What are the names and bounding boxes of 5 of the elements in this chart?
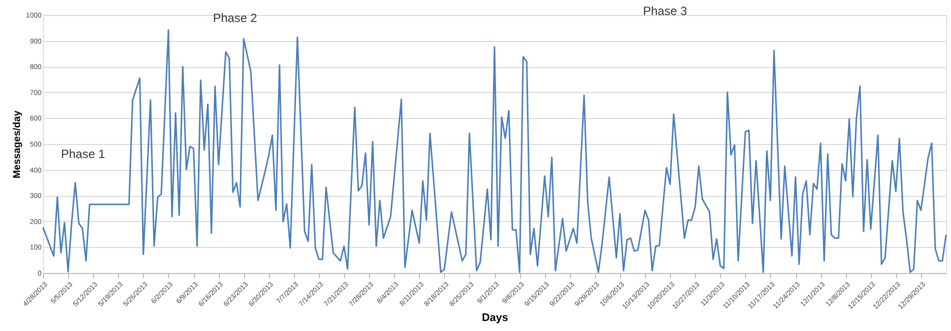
y-axis-title: Messages/day [12, 110, 23, 178]
x-axis-title: Days [482, 312, 508, 324]
annotation: Phase 2 [212, 11, 258, 25]
annotation: Phase 3 [642, 4, 688, 18]
annotation: Phase 1 [60, 147, 106, 161]
